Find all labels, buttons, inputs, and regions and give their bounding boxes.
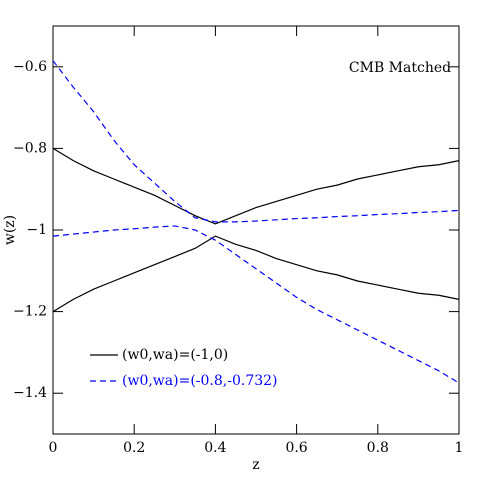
x-tick-label: 0.6: [285, 440, 307, 456]
x-tick-label: 0: [49, 440, 58, 456]
legend-label: (w0,wa)=(-0.8,-0.732): [122, 373, 278, 389]
x-tick-label: 0.2: [123, 440, 145, 456]
y-tick-label: −1.4: [13, 385, 47, 401]
x-tick-label: 0.4: [204, 440, 226, 456]
series-line: [52, 235, 460, 313]
x-axis-label: z: [252, 457, 259, 473]
y-tick-label: −0.8: [13, 140, 47, 156]
series-line: [52, 147, 460, 225]
series-line: [52, 60, 460, 223]
x-tick-label: 1: [455, 440, 464, 456]
y-tick-label: −0.6: [13, 59, 47, 75]
legend-label: (w0,wa)=(-1,0): [122, 347, 228, 363]
series-line: [52, 225, 460, 384]
x-tick-label: 0.8: [367, 440, 389, 456]
y-tick-label: −1.2: [13, 304, 47, 320]
y-axis-label: w(z): [2, 215, 18, 245]
annotation: CMB Matched: [349, 60, 451, 76]
y-tick-label: −1: [26, 222, 47, 238]
